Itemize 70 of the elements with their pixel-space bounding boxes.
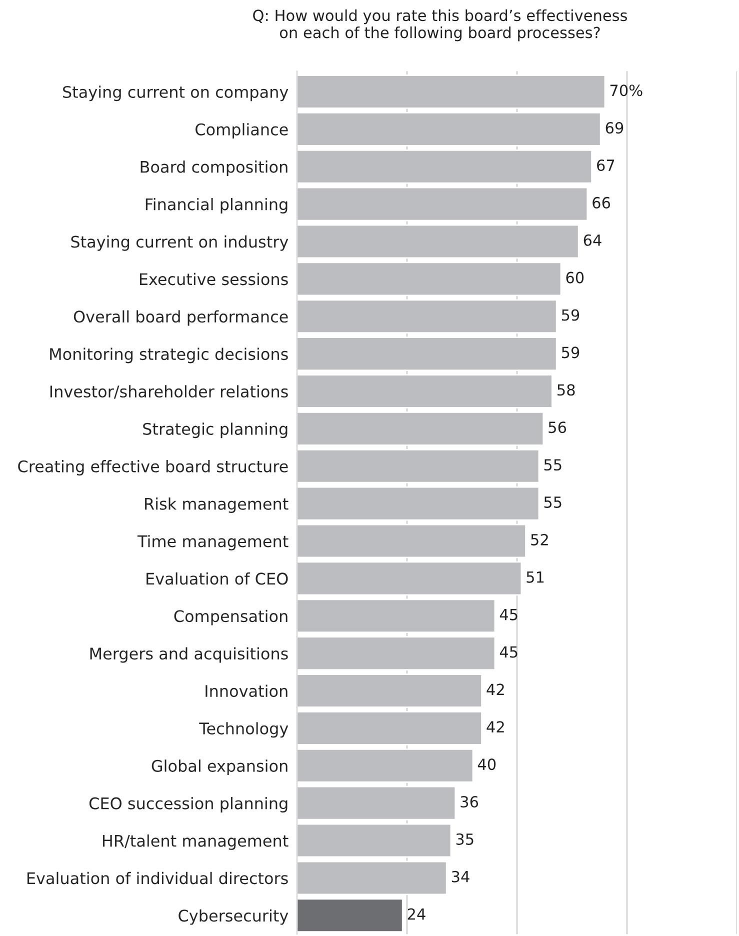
bar <box>297 898 404 933</box>
data-label: 42 <box>486 721 504 732</box>
bar <box>297 74 606 109</box>
data-label: 58 <box>558 384 575 396</box>
data-label: 45 <box>500 646 518 658</box>
data-label: 36 <box>460 796 478 808</box>
bar <box>297 748 474 783</box>
data-label: 56 <box>548 422 566 434</box>
bar <box>297 486 540 521</box>
y-tick-label: Financial planning <box>146 198 288 214</box>
bar <box>297 224 580 259</box>
y-tick-label: HR/talent management <box>102 834 288 850</box>
y-tick-label: CEO succession planning <box>89 797 288 812</box>
bar <box>297 374 553 408</box>
bar <box>297 112 602 146</box>
y-tick-label: Global expansion <box>152 760 288 776</box>
bar <box>297 561 522 596</box>
data-label: 42 <box>486 684 504 695</box>
bar <box>297 524 526 558</box>
data-label: 67 <box>597 159 614 172</box>
bar <box>297 412 544 446</box>
data-label: 70% <box>610 84 642 96</box>
bar <box>297 299 558 334</box>
y-tick-label: Mergers and acquisitions <box>90 647 288 663</box>
y-tick-label: Time management <box>137 534 288 550</box>
chart-title: Q: How would you rate this board’s effectiveness on each of the following board processes? <box>253 9 628 42</box>
y-tick-label: Evaluation of individual directors <box>28 872 288 884</box>
y-tick-label: Innovation <box>206 684 288 698</box>
bar <box>297 786 456 820</box>
data-label: 40 <box>478 758 496 770</box>
data-label: 55 <box>544 459 562 471</box>
data-label: 24 <box>408 908 426 920</box>
data-label: 69 <box>606 122 624 134</box>
bar <box>297 149 592 184</box>
data-label: 45 <box>500 608 518 620</box>
bar <box>297 186 588 222</box>
y-tick-label: Creating effective board structure <box>18 460 288 476</box>
y-tick-label: Technology <box>199 722 288 738</box>
data-label: 55 <box>544 496 562 508</box>
data-label: 35 <box>456 833 474 845</box>
data-label: 34 <box>452 870 470 882</box>
y-tick-label: Evaluation of CEO <box>146 572 288 585</box>
y-tick-label: Executive sessions <box>140 272 288 286</box>
data-label: 59 <box>562 346 580 358</box>
y-tick-label: Monitoring strategic decisions <box>50 348 288 364</box>
y-tick-label: Staying current on industry <box>71 235 288 251</box>
bar <box>297 262 562 296</box>
bar <box>297 336 558 371</box>
y-tick-label: Investor/shareholder relations <box>50 385 288 399</box>
data-label: 52 <box>531 534 548 546</box>
bar <box>297 860 448 896</box>
data-label: 51 <box>526 572 544 583</box>
y-tick-label: Overall board performance <box>74 310 288 326</box>
y-tick-label: Board composition <box>140 160 288 176</box>
y-tick-label: Cybersecurity <box>178 909 288 925</box>
bar <box>297 711 482 746</box>
y-tick-label: Staying current on company <box>63 86 288 102</box>
bar <box>297 636 496 670</box>
bar <box>297 598 496 634</box>
data-label: 59 <box>562 309 580 321</box>
bar <box>297 448 540 484</box>
bar <box>297 674 482 708</box>
bar <box>297 823 452 858</box>
y-tick-label: Compliance <box>196 123 288 139</box>
data-label: 64 <box>584 234 602 246</box>
data-label: 60 <box>566 272 584 284</box>
y-tick-label: Risk management <box>145 498 288 513</box>
data-label: 66 <box>592 196 610 208</box>
y-tick-label: Strategic planning <box>143 422 288 438</box>
y-tick-label: Compensation <box>174 610 288 626</box>
